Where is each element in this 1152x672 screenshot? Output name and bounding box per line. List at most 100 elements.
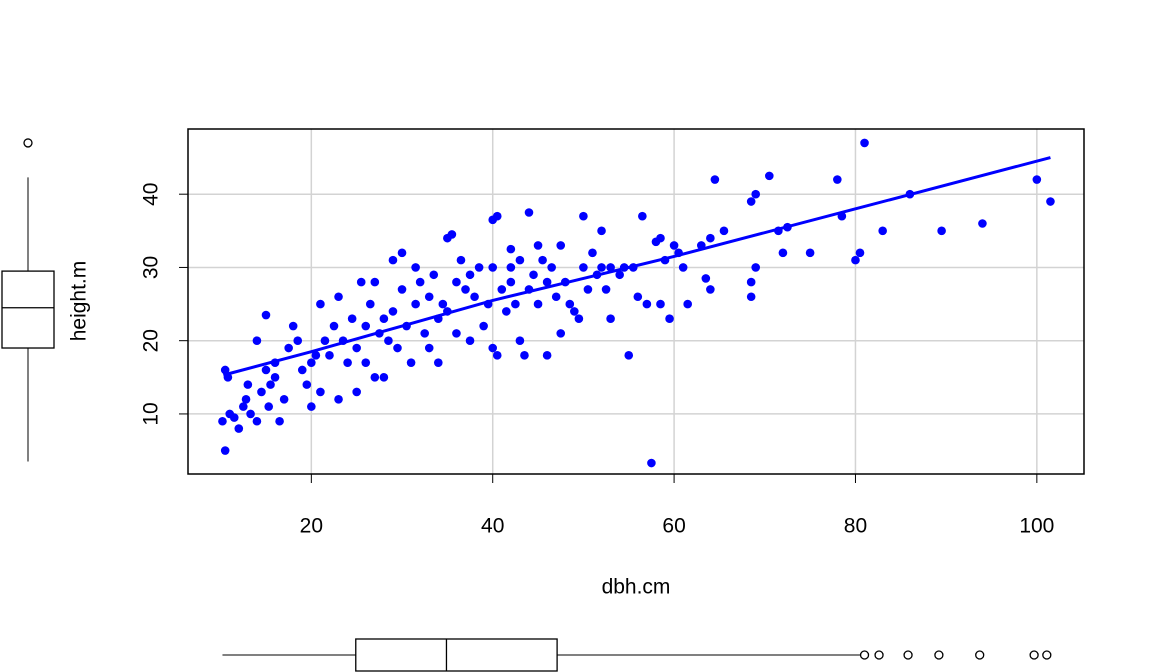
box <box>1 270 55 349</box>
point <box>638 211 647 221</box>
point <box>669 241 679 250</box>
point <box>746 197 756 206</box>
point <box>556 329 566 338</box>
point <box>293 336 303 345</box>
point <box>316 387 325 397</box>
point <box>397 248 407 258</box>
x-axis-label: dbh.cm <box>602 576 671 599</box>
point <box>433 358 443 367</box>
point <box>583 285 593 294</box>
point <box>397 285 407 294</box>
x-tick-label: 40 <box>481 515 504 538</box>
point <box>424 343 434 353</box>
point <box>488 263 498 272</box>
point <box>311 351 321 360</box>
point <box>542 277 552 287</box>
point <box>492 351 502 360</box>
box <box>355 638 558 672</box>
point <box>833 175 842 184</box>
point <box>633 292 643 302</box>
point <box>239 402 248 411</box>
outlier <box>1042 650 1052 660</box>
point <box>470 292 479 302</box>
point <box>488 343 498 353</box>
point <box>515 255 525 265</box>
point <box>297 365 307 375</box>
point <box>388 307 398 316</box>
point <box>751 263 761 272</box>
point <box>851 255 860 265</box>
point <box>647 458 656 468</box>
point <box>379 373 389 382</box>
point <box>329 321 339 331</box>
point <box>751 189 761 199</box>
point <box>502 307 511 316</box>
point <box>665 314 674 324</box>
point <box>365 299 375 309</box>
outlier <box>859 650 870 660</box>
fit-line <box>222 156 1051 377</box>
point <box>384 336 393 345</box>
point <box>288 321 298 331</box>
outlier <box>934 650 944 660</box>
point <box>524 208 534 217</box>
point <box>601 285 611 294</box>
point <box>574 314 584 324</box>
point <box>1032 175 1042 184</box>
point <box>361 321 371 331</box>
point <box>393 343 402 353</box>
point <box>765 171 774 181</box>
point <box>656 233 665 243</box>
point <box>683 299 692 309</box>
point <box>252 336 262 345</box>
point <box>474 263 484 272</box>
point <box>452 277 461 287</box>
point <box>701 274 711 283</box>
point <box>778 248 788 258</box>
point <box>551 292 561 302</box>
point <box>270 373 280 382</box>
point <box>246 409 255 419</box>
point <box>415 277 425 287</box>
point <box>461 285 470 294</box>
point <box>334 292 343 302</box>
point <box>656 299 665 309</box>
point <box>218 416 227 426</box>
point <box>547 263 556 272</box>
point <box>284 343 293 353</box>
outlier <box>903 650 913 660</box>
outlier <box>23 138 33 148</box>
point <box>370 373 380 382</box>
point <box>710 175 720 184</box>
point <box>320 336 330 345</box>
point <box>234 424 244 433</box>
point <box>411 299 420 309</box>
point <box>465 270 475 280</box>
point <box>506 277 516 287</box>
point <box>361 358 371 367</box>
point <box>411 263 420 272</box>
point <box>642 299 652 309</box>
y-tick-label: 40 <box>140 183 163 206</box>
point <box>266 380 275 389</box>
point <box>302 380 312 389</box>
point <box>352 343 361 353</box>
outlier <box>1029 650 1039 660</box>
point <box>479 321 488 331</box>
point <box>447 230 457 239</box>
point <box>243 380 253 389</box>
point <box>252 416 262 426</box>
point <box>429 270 439 280</box>
point <box>706 285 715 294</box>
point <box>542 351 552 360</box>
point <box>533 241 543 250</box>
point <box>565 299 575 309</box>
point <box>424 292 434 302</box>
point <box>406 358 416 367</box>
point <box>343 358 352 367</box>
point <box>356 277 366 287</box>
outlier <box>874 650 884 660</box>
point <box>325 351 334 360</box>
point <box>937 226 946 236</box>
point <box>388 255 398 265</box>
